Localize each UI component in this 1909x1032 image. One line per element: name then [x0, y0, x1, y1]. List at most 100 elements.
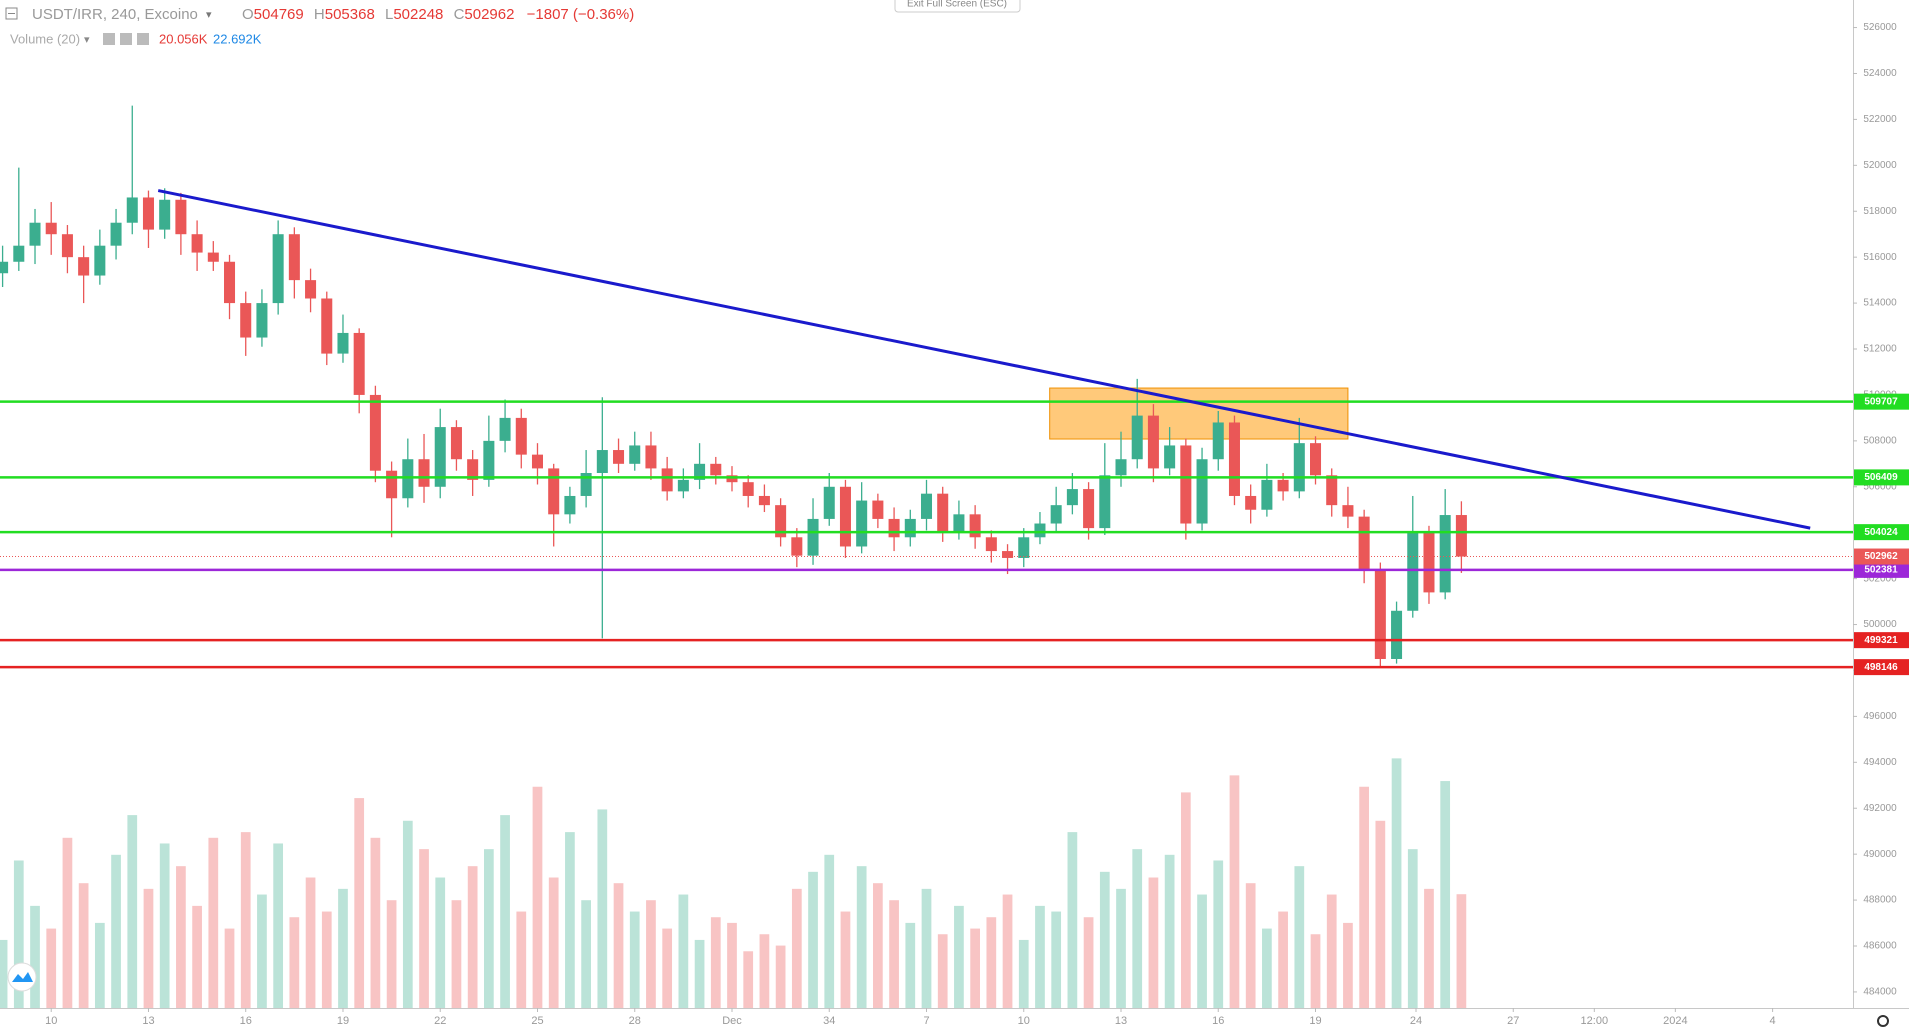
- volume-bar: [873, 883, 883, 1008]
- candle-body: [1034, 523, 1046, 538]
- volume-bar: [1294, 866, 1305, 1008]
- volume-bar: [1180, 792, 1191, 1008]
- volume-bar: [143, 888, 154, 1008]
- volume-dropdown[interactable]: ▾: [84, 34, 90, 46]
- candle-body: [1374, 569, 1386, 659]
- y-tick-label: 516000: [1863, 252, 1897, 263]
- volume-bar: [402, 820, 413, 1008]
- volume-bar: [1197, 894, 1207, 1008]
- volume-bar: [1456, 894, 1467, 1008]
- volume-bar: [970, 928, 980, 1008]
- volume-last: 20.056K: [159, 31, 208, 46]
- y-tick-label: 492000: [1863, 803, 1897, 814]
- candle-body: [515, 417, 527, 455]
- candle-body: [677, 479, 689, 492]
- x-tick-label: 27: [1507, 1015, 1519, 1027]
- volume-bar: [451, 900, 462, 1008]
- candle-body: [613, 450, 625, 464]
- volume-bar: [483, 849, 494, 1008]
- volume-bar: [370, 837, 381, 1008]
- volume-bar: [1051, 911, 1062, 1008]
- volume-bar: [791, 888, 802, 1008]
- candle-body: [142, 197, 154, 230]
- level-label: 502381: [1864, 565, 1898, 576]
- y-tick-label: 486000: [1863, 941, 1897, 952]
- candle-body: [985, 537, 997, 552]
- candle-body: [775, 505, 787, 538]
- volume-bar: [338, 888, 348, 1008]
- logo[interactable]: [7, 962, 37, 992]
- candle-body: [839, 486, 851, 547]
- candle-body: [337, 332, 349, 354]
- candle-body: [1050, 505, 1062, 524]
- candle-body: [823, 486, 835, 519]
- candle-body: [288, 234, 300, 281]
- symbol[interactable]: USDT/IRR, 240, Excoino: [32, 6, 198, 23]
- volume-bar: [889, 900, 899, 1008]
- plot-area: 484000 486000 488000 490000 492000 494000 4960…: [0, 22, 1909, 1027]
- x-tick-label: 10: [1018, 1015, 1030, 1027]
- exit-fullscreen-label[interactable]: Exit Full Screen (ESC): [907, 0, 1007, 10]
- ohlc-value: 502248: [393, 6, 443, 23]
- level-label: 498146: [1864, 662, 1898, 673]
- volume-bar: [1213, 860, 1224, 1008]
- volume-bar: [516, 911, 527, 1008]
- candle-body: [629, 445, 641, 464]
- volume-bar: [727, 922, 737, 1008]
- candle-body: [548, 468, 560, 515]
- x-tick-label: 13: [1115, 1015, 1127, 1027]
- volume-title: Volume (20): [10, 31, 80, 46]
- candle-body: [1228, 422, 1240, 496]
- x-tick-label: Dec: [722, 1015, 742, 1027]
- volume-bar: [1083, 917, 1094, 1008]
- candle-body: [418, 459, 430, 487]
- candle-body: [45, 222, 57, 235]
- ohlc-letter: C: [454, 6, 465, 23]
- x-tick-label: 7: [923, 1015, 929, 1027]
- candle-body: [694, 463, 706, 480]
- candle-body: [1391, 610, 1403, 659]
- y-tick-label: 500000: [1863, 619, 1897, 630]
- candle-body: [126, 197, 138, 223]
- volume-bar: [532, 786, 543, 1008]
- candle-body: [531, 454, 543, 469]
- y-tick-label: 490000: [1863, 849, 1897, 860]
- volume-bar: [127, 815, 138, 1008]
- volume-bar: [694, 939, 705, 1008]
- settings-gear[interactable]: [1877, 1015, 1889, 1027]
- candle-body: [807, 518, 819, 556]
- candle-body: [1439, 515, 1451, 593]
- collapse-icon[interactable]: [5, 7, 18, 20]
- volume-bar: [354, 798, 365, 1008]
- exit-fullscreen-button[interactable]: [894, 0, 1021, 13]
- volume-bar: [1278, 911, 1288, 1008]
- candle-body: [1455, 515, 1467, 557]
- volume-bar: [1099, 871, 1110, 1008]
- y-tick-label: 502000: [1863, 573, 1897, 584]
- level-label: 499321: [1864, 635, 1898, 646]
- candle-body: [645, 445, 657, 469]
- level-tag: [1854, 561, 1909, 578]
- x-tick-label: 16: [240, 1015, 252, 1027]
- x-tick-label: 28: [629, 1015, 641, 1027]
- candle-body: [1245, 495, 1257, 510]
- trendline: [157, 189, 1811, 530]
- volume-bar: [565, 832, 575, 1008]
- settings-icon[interactable]: [120, 33, 132, 45]
- close-icon[interactable]: [137, 33, 149, 45]
- candle-body: [661, 468, 673, 492]
- y-tick-label: 488000: [1863, 895, 1897, 906]
- symbol-dropdown[interactable]: ▾: [206, 9, 212, 21]
- candle-body: [856, 500, 868, 547]
- volume-bar: [386, 900, 397, 1008]
- last-price-tag: [1854, 548, 1909, 565]
- candle-body: [1147, 415, 1159, 469]
- change: −1807 (−0.36%): [527, 6, 635, 23]
- candle-body: [1310, 443, 1322, 476]
- volume-bar: [1067, 832, 1078, 1008]
- eye-icon[interactable]: [103, 33, 115, 45]
- volume-bar: [1164, 854, 1175, 1008]
- y-tick-label: 520000: [1863, 160, 1897, 171]
